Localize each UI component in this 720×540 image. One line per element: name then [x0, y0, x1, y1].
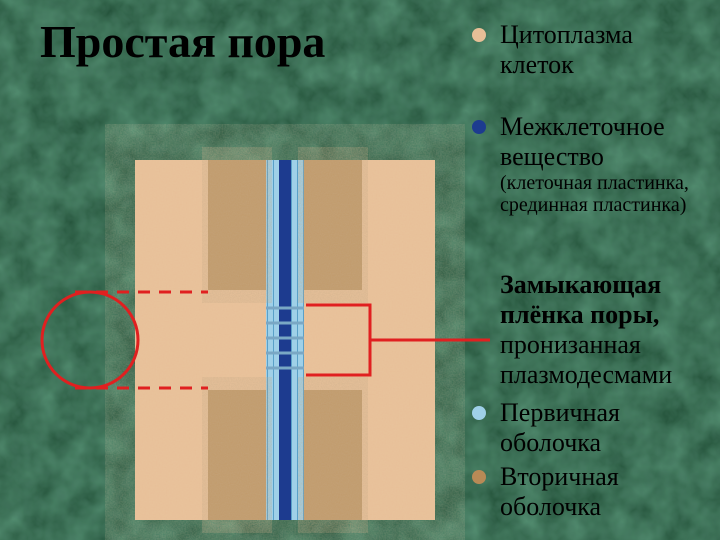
secondary-wall	[304, 160, 362, 290]
highlight-circle	[42, 292, 138, 388]
secondary-wall	[208, 390, 266, 520]
secondary-wall	[304, 390, 362, 520]
legend-label: клеток	[500, 50, 633, 80]
legend-sublabel: (клеточная пластинка,	[500, 172, 689, 194]
legend-label: оболочка	[500, 492, 619, 522]
legend-sublabel: срединная пластинка)	[500, 194, 689, 216]
swatch-cytoplasm	[472, 28, 486, 42]
slide-title: Простая пора	[40, 15, 325, 68]
legend-label: плёнка поры,	[500, 300, 672, 330]
legend-label: Цитоплазма	[500, 20, 633, 50]
pore-diagram	[135, 160, 435, 520]
legend-label: плазмодесмами	[500, 360, 672, 390]
legend-label: Вторичная	[500, 462, 619, 492]
middle-lamella	[279, 160, 291, 520]
primary-wall-right	[291, 160, 304, 520]
legend-label: оболочка	[500, 428, 620, 458]
swatch-intercellular	[472, 120, 486, 134]
primary-wall-left	[266, 160, 279, 520]
legend-label: Межклеточное	[500, 112, 689, 142]
legend-label: пронизанная	[500, 330, 672, 360]
secondary-wall	[208, 160, 266, 290]
legend-label: Первичная	[500, 398, 620, 428]
legend-label: вещество	[500, 142, 689, 172]
legend-label: Замыкающая	[500, 270, 672, 300]
